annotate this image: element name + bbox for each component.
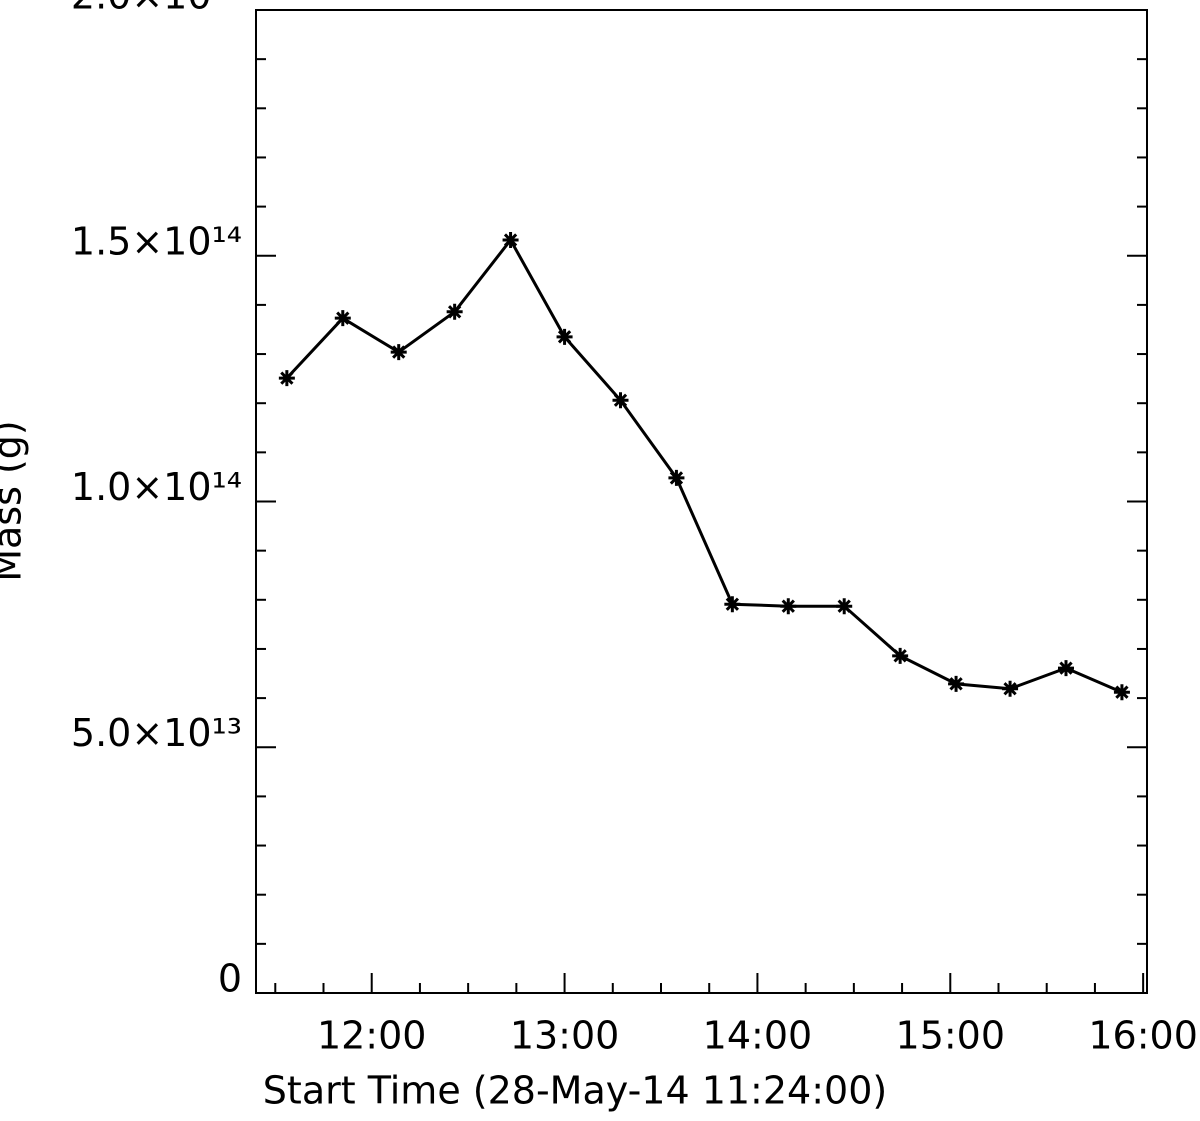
x-tick-label: 13:00 <box>510 1014 620 1058</box>
x-axis-label: Start Time (28-May-14 11:24:00) <box>263 1069 887 1113</box>
y-tick-label: 1.5×10¹⁴ <box>71 219 242 263</box>
data-point <box>948 675 965 692</box>
plot-frame <box>255 9 1148 994</box>
y-tick-label: 1.0×10¹⁴ <box>71 465 242 509</box>
data-point <box>668 469 685 486</box>
x-tick-label: 15:00 <box>896 1014 1006 1058</box>
x-tick-label: 12:00 <box>317 1014 427 1058</box>
data-point <box>556 328 573 345</box>
data-point <box>892 647 909 664</box>
data-line <box>285 237 1123 694</box>
y-tick-label: 5.0×10¹³ <box>71 711 242 755</box>
data-point <box>390 344 407 361</box>
data-point <box>1058 660 1074 677</box>
data-point <box>446 303 463 320</box>
data-point <box>780 598 797 615</box>
data-point <box>334 310 351 327</box>
x-tick-label: 16:00 <box>1088 1014 1198 1058</box>
data-point <box>836 598 853 615</box>
data-point <box>278 370 295 387</box>
data-point <box>724 596 741 613</box>
x-tick-label: 14:00 <box>703 1014 813 1058</box>
y-tick-label: 0 <box>218 957 242 1001</box>
data-point <box>502 232 519 249</box>
data-point <box>1113 684 1130 701</box>
y-axis-label: Mass (g) <box>0 420 30 582</box>
data-point <box>612 392 629 409</box>
data-point <box>1002 680 1019 697</box>
y-tick-label: 2.0×10¹⁴ <box>71 0 242 18</box>
